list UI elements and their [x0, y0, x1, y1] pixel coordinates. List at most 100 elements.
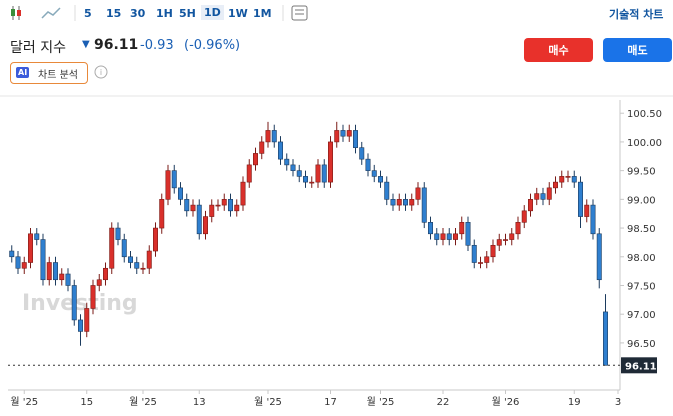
candle-body [490, 244, 496, 258]
candle-body [353, 130, 358, 148]
ai-button[interactable] [10, 62, 88, 84]
candle-body [478, 262, 483, 264]
instrument-name: 달러 지수 [10, 40, 66, 56]
candle-body [446, 233, 452, 240]
candle-body [103, 267, 108, 281]
candle-body [334, 130, 340, 143]
candle-body [571, 176, 577, 183]
candle-body [278, 141, 283, 160]
interval-button[interactable]: 1H [156, 7, 173, 20]
candle-body [209, 204, 215, 217]
candle-body [521, 210, 527, 223]
x-tick-label: 월 '25 [129, 396, 157, 408]
candle-body [271, 130, 277, 143]
candle-body [484, 256, 490, 263]
change: -0.93 [140, 38, 174, 53]
interval-button[interactable]: 1M [253, 7, 272, 20]
candle-body [328, 141, 333, 183]
candle-body [528, 199, 533, 212]
candle-body [515, 222, 521, 235]
candle-body [565, 176, 571, 178]
x-tick-label: 월 '25 [367, 396, 395, 408]
candle-body [596, 233, 602, 281]
y-tick-label: 97.50 [627, 281, 656, 292]
candle-body [159, 199, 165, 229]
sell-button[interactable]: 매도 [603, 38, 672, 62]
info-icon[interactable] [94, 65, 108, 79]
interval-button[interactable]: 5 [84, 7, 92, 20]
candle-body [53, 262, 58, 281]
candle-body [203, 216, 208, 235]
x-tick-label: 월 '25 [254, 396, 282, 408]
candle-body [246, 164, 252, 183]
candle-body [253, 153, 258, 166]
candle-body [365, 158, 371, 171]
info-icon-glyph: i [100, 68, 102, 77]
x-tick-label: 월 '25 [10, 396, 38, 408]
interval-button[interactable]: 15 [106, 7, 122, 20]
ai-badge: AI [16, 67, 30, 78]
candle-body [309, 181, 315, 184]
x-tick-label: 22 [437, 397, 450, 408]
interval-button[interactable]: 30 [130, 7, 146, 20]
candle-body [265, 130, 271, 143]
candle-body [234, 204, 240, 212]
y-tick-label: 99.00 [627, 195, 656, 206]
interval-button[interactable]: 5H [179, 7, 196, 20]
candle-body [71, 285, 77, 321]
buy-button[interactable]: 매수 [524, 38, 593, 62]
interval-button[interactable]: 1W [228, 7, 248, 20]
candle-body [28, 233, 33, 263]
candle-body [390, 199, 396, 206]
candle-body [178, 187, 183, 200]
x-tick-label: 월 '26 [492, 396, 520, 408]
y-tick-label: 97.00 [627, 310, 656, 321]
x-tick-label: 13 [193, 397, 206, 408]
candle-body [465, 222, 471, 246]
candle-body [346, 130, 352, 137]
candle-body [428, 222, 433, 235]
candle-body [340, 130, 346, 137]
tech-chart-link[interactable]: 기술적 차트 [609, 8, 664, 21]
line-icon [41, 7, 61, 19]
candle-body [121, 239, 127, 258]
candle-body [46, 262, 52, 281]
candle-body [603, 311, 608, 366]
candle-body [109, 227, 115, 269]
candle-body [384, 181, 390, 200]
candle-body [115, 227, 121, 240]
candle-body [184, 199, 190, 212]
candle-body [546, 187, 552, 200]
y-tick-label: 98.00 [627, 253, 656, 264]
candle-body [190, 204, 196, 212]
price: 96.11 [94, 37, 139, 53]
last-price-label: 96.11 [625, 361, 657, 372]
candle-body [240, 181, 246, 206]
candle-body [434, 233, 440, 240]
candle-body [146, 250, 152, 269]
candle-body [134, 262, 140, 269]
candle-body [559, 176, 565, 183]
candle-body [321, 164, 327, 183]
candle-body [471, 244, 477, 263]
interval-button[interactable]: 1D [201, 5, 224, 20]
candle-body [371, 170, 377, 177]
candle-body [96, 279, 102, 286]
candle-body [153, 227, 158, 252]
candle-body [221, 199, 227, 206]
x-tick-label: 17 [324, 397, 337, 408]
template-icon[interactable] [291, 5, 308, 21]
candle-body [296, 170, 302, 177]
candle-icon [11, 6, 21, 20]
down-arrow: ▼ [82, 39, 90, 50]
y-tick-label: 100.50 [627, 109, 662, 120]
x-tick-label: 15 [80, 397, 93, 408]
candle-body [40, 239, 46, 281]
candle-body [290, 164, 296, 171]
ai-button-label: 차트 분석 [38, 70, 78, 81]
x-tick-label: 19 [568, 397, 581, 408]
candle-body [403, 199, 408, 206]
x-tick-label: 3 [615, 397, 621, 408]
candle-body [34, 233, 40, 240]
